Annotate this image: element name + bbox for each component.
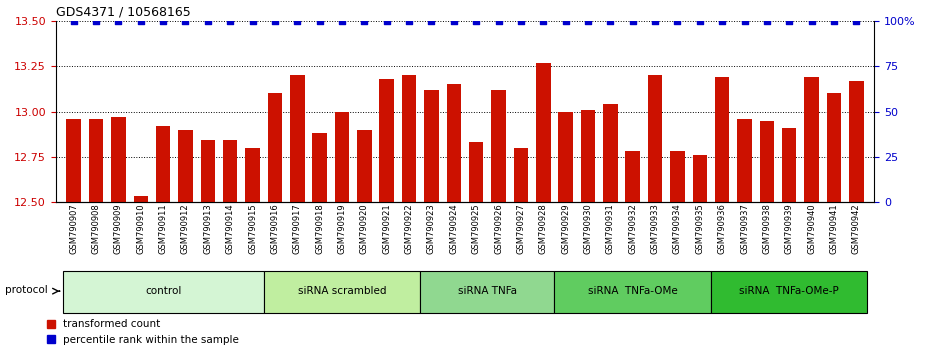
Text: siRNA TNFa: siRNA TNFa — [458, 286, 517, 296]
Point — [580, 18, 595, 24]
Text: control: control — [145, 286, 181, 296]
Point — [737, 18, 752, 24]
Point — [760, 18, 775, 24]
Text: GDS4371 / 10568165: GDS4371 / 10568165 — [56, 6, 191, 19]
Bar — [446, 85, 461, 202]
Bar — [491, 90, 506, 202]
Point — [849, 18, 864, 24]
Point — [804, 18, 819, 24]
Bar — [290, 75, 304, 202]
Bar — [693, 155, 707, 202]
Point — [66, 18, 81, 24]
Point — [603, 18, 618, 24]
Point — [402, 18, 417, 24]
Point — [536, 18, 551, 24]
Point — [558, 18, 573, 24]
Point — [200, 18, 215, 24]
Bar — [264, 271, 420, 313]
Bar — [156, 126, 170, 202]
Bar — [134, 196, 148, 202]
Legend: transformed count, percentile rank within the sample: transformed count, percentile rank withi… — [43, 315, 244, 349]
Point — [670, 18, 684, 24]
Bar — [760, 121, 774, 202]
Point — [782, 18, 797, 24]
Point — [246, 18, 260, 24]
Text: siRNA  TNFa-OMe: siRNA TNFa-OMe — [588, 286, 678, 296]
Bar — [671, 151, 684, 202]
Point — [312, 18, 327, 24]
Bar — [715, 77, 729, 202]
Bar — [312, 133, 327, 202]
Bar — [580, 110, 595, 202]
Bar — [554, 271, 711, 313]
Bar — [223, 141, 237, 202]
Bar — [804, 77, 818, 202]
Point — [88, 18, 103, 24]
Bar — [424, 90, 439, 202]
Point — [513, 18, 528, 24]
Bar — [603, 104, 618, 202]
Bar — [827, 93, 842, 202]
Point — [335, 18, 350, 24]
Bar — [335, 112, 350, 202]
Bar — [201, 141, 215, 202]
Point — [223, 18, 238, 24]
Point — [379, 18, 394, 24]
Text: siRNA  TNFa-OMe-P: siRNA TNFa-OMe-P — [739, 286, 839, 296]
Bar — [782, 128, 796, 202]
Bar — [420, 271, 554, 313]
Text: siRNA scrambled: siRNA scrambled — [298, 286, 386, 296]
Point — [625, 18, 640, 24]
Bar — [849, 81, 864, 202]
Point — [268, 18, 283, 24]
Text: protocol: protocol — [5, 285, 47, 295]
Bar — [711, 271, 868, 313]
Point — [491, 18, 506, 24]
Point — [155, 18, 170, 24]
Point — [647, 18, 662, 24]
Bar — [112, 117, 126, 202]
Bar — [268, 93, 282, 202]
Point — [827, 18, 842, 24]
Point — [357, 18, 372, 24]
Bar — [379, 79, 394, 202]
Bar — [179, 130, 193, 202]
Bar — [88, 119, 103, 202]
Bar — [558, 112, 573, 202]
Point — [133, 18, 148, 24]
Bar — [626, 151, 640, 202]
Point — [469, 18, 484, 24]
Point — [111, 18, 126, 24]
Bar — [513, 148, 528, 202]
Point — [424, 18, 439, 24]
Bar — [469, 142, 484, 202]
Point — [715, 18, 730, 24]
Bar — [402, 75, 417, 202]
Point — [290, 18, 305, 24]
Point — [446, 18, 461, 24]
Bar — [66, 119, 81, 202]
Bar — [246, 148, 259, 202]
Bar — [648, 75, 662, 202]
Point — [178, 18, 193, 24]
Bar — [357, 130, 372, 202]
Point — [692, 18, 707, 24]
Bar — [62, 271, 264, 313]
Bar — [536, 63, 551, 202]
Bar — [737, 119, 751, 202]
